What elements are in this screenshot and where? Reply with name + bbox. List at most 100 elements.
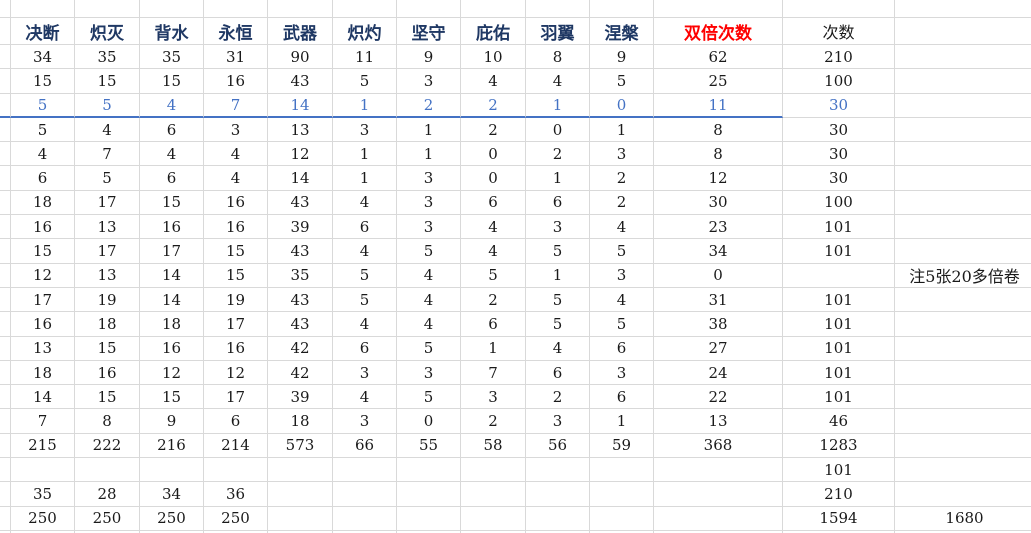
cell[interactable] xyxy=(526,530,590,533)
cell[interactable] xyxy=(783,263,895,288)
empty-cell[interactable] xyxy=(0,142,11,167)
cell[interactable] xyxy=(590,482,654,507)
column-header[interactable]: 庇佑 xyxy=(461,18,526,45)
cell[interactable]: 0 xyxy=(654,263,783,288)
cell[interactable] xyxy=(895,94,1031,118)
cell[interactable]: 55 xyxy=(397,433,461,459)
cell[interactable]: 2 xyxy=(461,93,526,118)
cell[interactable]: 8 xyxy=(654,142,783,167)
cell[interactable] xyxy=(654,482,783,507)
cell[interactable]: 30 xyxy=(654,190,783,216)
cell[interactable]: 19 xyxy=(204,287,268,313)
empty-cell[interactable] xyxy=(783,0,895,18)
empty-cell[interactable] xyxy=(11,0,75,18)
cell[interactable] xyxy=(268,506,333,531)
cell[interactable]: 1680 xyxy=(895,507,1031,531)
column-header[interactable]: 背水 xyxy=(140,18,204,45)
cell[interactable]: 4 xyxy=(461,69,526,94)
cell[interactable] xyxy=(333,506,397,531)
cell[interactable]: 100 xyxy=(783,69,895,94)
cell[interactable]: 10 xyxy=(461,45,526,70)
cell[interactable]: 6 xyxy=(590,336,654,361)
cell[interactable]: 222 xyxy=(75,433,140,459)
cell[interactable]: 35 xyxy=(268,263,333,288)
empty-cell[interactable] xyxy=(0,458,11,483)
cell[interactable]: 1 xyxy=(526,263,590,288)
cell[interactable] xyxy=(895,118,1031,143)
cell[interactable]: 13 xyxy=(75,215,140,240)
cell[interactable]: 6 xyxy=(590,385,654,410)
cell[interactable] xyxy=(895,385,1031,410)
empty-cell[interactable] xyxy=(0,215,11,240)
cell[interactable]: 15 xyxy=(11,239,75,264)
cell[interactable]: 15 xyxy=(140,385,204,410)
cell[interactable] xyxy=(783,530,895,533)
cell[interactable] xyxy=(397,482,461,507)
cell[interactable]: 12 xyxy=(268,142,333,167)
cell[interactable]: 3 xyxy=(333,409,397,434)
cell[interactable]: 16 xyxy=(204,69,268,94)
cell[interactable]: 9 xyxy=(140,409,204,434)
empty-cell[interactable] xyxy=(140,0,204,18)
cell[interactable]: 6 xyxy=(526,360,590,386)
empty-cell[interactable] xyxy=(0,433,11,459)
cell[interactable]: 5 xyxy=(333,287,397,313)
cell[interactable]: 5 xyxy=(397,239,461,264)
cell[interactable] xyxy=(333,482,397,507)
empty-cell[interactable] xyxy=(0,530,11,533)
cell[interactable]: 1 xyxy=(333,166,397,191)
cell[interactable]: 18 xyxy=(140,312,204,337)
cell[interactable]: 22 xyxy=(654,385,783,410)
cell[interactable]: 4 xyxy=(461,215,526,240)
cell[interactable]: 6 xyxy=(461,312,526,337)
empty-cell[interactable] xyxy=(0,166,11,191)
cell[interactable] xyxy=(461,530,526,533)
cell[interactable]: 13 xyxy=(75,263,140,288)
column-header[interactable]: 炽灼 xyxy=(333,18,397,45)
cell[interactable]: 101 xyxy=(783,312,895,337)
cell[interactable]: 101 xyxy=(783,385,895,410)
cell[interactable]: 34 xyxy=(140,482,204,507)
cell[interactable] xyxy=(333,530,397,533)
cell[interactable]: 101 xyxy=(783,336,895,361)
cell[interactable]: 5 xyxy=(590,69,654,94)
cell[interactable]: 30 xyxy=(783,166,895,191)
cell[interactable] xyxy=(895,434,1031,459)
empty-cell[interactable] xyxy=(333,0,397,18)
column-header[interactable]: 次数 xyxy=(783,18,895,45)
cell[interactable]: 1 xyxy=(397,142,461,167)
cell[interactable]: 3 xyxy=(590,142,654,167)
cell[interactable]: 6 xyxy=(526,190,590,216)
cell[interactable]: 1 xyxy=(526,93,590,118)
cell[interactable]: 15 xyxy=(140,190,204,216)
cell[interactable]: 4 xyxy=(204,166,268,191)
cell[interactable]: 216 xyxy=(140,433,204,459)
cell[interactable]: 7 xyxy=(75,142,140,167)
cell[interactable]: 6 xyxy=(140,166,204,191)
column-header[interactable]: 武器 xyxy=(268,18,333,45)
cell[interactable]: 210 xyxy=(783,482,895,507)
cell[interactable]: 9 xyxy=(397,45,461,70)
cell[interactable] xyxy=(461,506,526,531)
cell[interactable]: 42 xyxy=(268,336,333,361)
cell[interactable] xyxy=(895,482,1031,507)
cell[interactable]: 56 xyxy=(526,433,590,459)
empty-cell[interactable] xyxy=(0,239,11,264)
cell[interactable]: 3 xyxy=(526,215,590,240)
cell[interactable]: 16 xyxy=(75,360,140,386)
empty-cell[interactable] xyxy=(0,385,11,410)
cell[interactable]: 17 xyxy=(140,239,204,264)
cell[interactable]: 100 xyxy=(783,190,895,216)
cell[interactable]: 6 xyxy=(333,336,397,361)
cell[interactable] xyxy=(397,530,461,533)
cell[interactable]: 24 xyxy=(654,360,783,386)
cell[interactable]: 16 xyxy=(11,312,75,337)
cell[interactable] xyxy=(895,191,1031,216)
cell[interactable]: 15 xyxy=(11,69,75,94)
cell[interactable]: 34 xyxy=(654,239,783,264)
cell[interactable] xyxy=(268,458,333,483)
cell[interactable]: 5 xyxy=(590,312,654,337)
cell[interactable] xyxy=(895,142,1031,167)
empty-cell[interactable] xyxy=(0,117,11,143)
cell[interactable]: 34 xyxy=(11,45,75,70)
